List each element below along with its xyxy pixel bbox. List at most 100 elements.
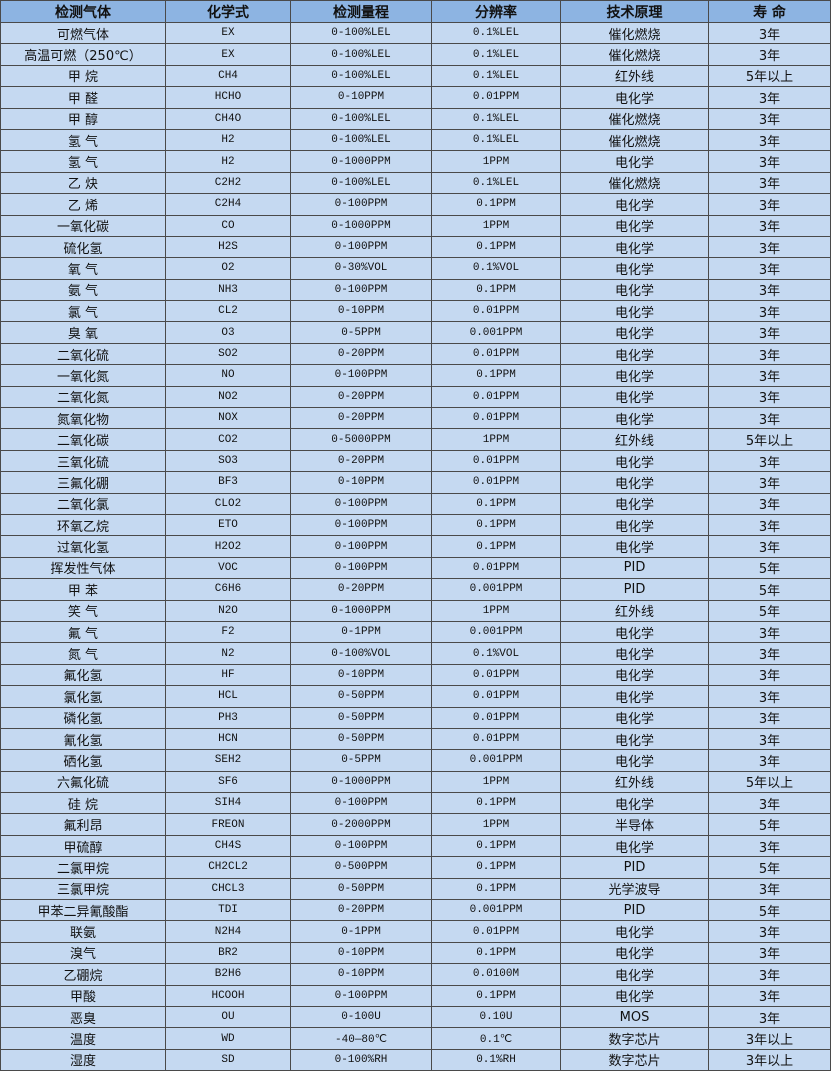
range-cell: 0-100U [290,1005,432,1029]
gas-cell: 硒化氢 [0,749,166,772]
gas-cell: 乙 炔 [0,171,166,195]
gas-cell: 可燃气体 [0,21,166,45]
range-cell: 0-100%LEL [290,64,432,88]
resolution-cell: 0.1PPM [431,235,561,259]
principle-cell: 电化学 [560,984,709,1007]
formula-cell: C2H4 [165,193,291,216]
table-row: 二氧化碳 CO2 0-5000PPM 1PPM 红外线 5年以上 [0,428,831,451]
formula-cell: NO2 [165,385,291,409]
formula-cell: N2 [165,642,291,665]
range-cell: 0-50PPM [290,877,432,901]
principle-cell: 电化学 [560,920,709,943]
principle-cell: 电化学 [560,471,709,494]
principle-cell: 电化学 [560,620,709,644]
principle-cell: 电化学 [560,278,709,302]
formula-cell: CH4O [165,107,291,130]
principle-cell: 电化学 [560,407,709,430]
table-row: 可燃气体 EX 0-100%LEL 0.1%LEL 催化燃烧 3年 [0,21,831,45]
principle-cell: 电化学 [560,706,709,729]
gas-cell: 氢 气 [0,128,166,152]
formula-cell: NH3 [165,278,291,302]
formula-cell: CH4S [165,834,291,858]
principle-cell: 电化学 [560,535,709,558]
lifespan-cell: 3年 [708,235,831,259]
table-row: 甲硫醇 CH4S 0-100PPM 0.1PPM 电化学 3年 [0,834,831,858]
table-row: 氰化氢 HCN 0-50PPM 0.01PPM 电化学 3年 [0,727,831,751]
range-cell: 0-1PPM [290,920,432,943]
header-gas: 检测气体 [0,0,166,23]
principle-cell: 电化学 [560,235,709,259]
range-cell: 0-100%LEL [290,171,432,195]
gas-cell: 氯 气 [0,300,166,323]
resolution-cell: 0.1PPM [431,278,561,302]
principle-cell: PID [560,856,709,879]
table-row: 甲 烷 CH4 0-100%LEL 0.1%LEL 红外线 5年以上 [0,64,831,88]
principle-cell: 红外线 [560,599,709,622]
resolution-cell: 0.0100M [431,963,561,986]
lifespan-cell: 3年 [708,620,831,644]
resolution-cell: 0.1PPM [431,492,561,515]
range-cell: 0-1000PPM [290,150,432,173]
table-row: 氟 气 F2 0-1PPM 0.001PPM 电化学 3年 [0,620,831,644]
gas-cell: 二氧化硫 [0,342,166,366]
gas-cell: 氯化氢 [0,685,166,708]
range-cell: 0-2000PPM [290,813,432,836]
resolution-cell: 0.01PPM [431,407,561,430]
table-row: 甲 醛 HCHO 0-10PPM 0.01PPM 电化学 3年 [0,86,831,109]
lifespan-cell: 3年 [708,963,831,986]
formula-cell: NOX [165,407,291,430]
gas-cell: 二氧化碳 [0,428,166,451]
gas-cell: 二氧化氮 [0,385,166,409]
lifespan-cell: 3年 [708,171,831,195]
resolution-cell: 0.01PPM [431,300,561,323]
lifespan-cell: 3年 [708,43,831,66]
gas-cell: 氟化氢 [0,663,166,687]
principle-cell: 红外线 [560,770,709,794]
range-cell: 0-100PPM [290,193,432,216]
range-cell: 0-100PPM [290,984,432,1007]
range-cell: 0-100PPM [290,492,432,515]
principle-cell: 电化学 [560,941,709,965]
lifespan-cell: 3年 [708,535,831,558]
range-cell: 0-10PPM [290,86,432,109]
resolution-cell: 0.01PPM [431,727,561,751]
table-row: 高温可燃（250℃） EX 0-100%LEL 0.1%LEL 催化燃烧 3年 [0,43,831,66]
header-principle: 技术原理 [560,0,709,23]
resolution-cell: 0.1%LEL [431,128,561,152]
principle-cell: 光学波导 [560,877,709,901]
formula-cell: HF [165,663,291,687]
resolution-cell: 0.1PPM [431,984,561,1007]
table-row: 氢 气 H2 0-100%LEL 0.1%LEL 催化燃烧 3年 [0,128,831,152]
table-row: 一氧化碳 CO 0-1000PPM 1PPM 电化学 3年 [0,214,831,237]
formula-cell: H2S [165,235,291,259]
table-row: 臭 氧 O3 0-5PPM 0.001PPM 电化学 3年 [0,321,831,344]
table-row: 氯 气 CL2 0-10PPM 0.01PPM 电化学 3年 [0,300,831,323]
formula-cell: HCL [165,685,291,708]
table-row: 二氧化硫 SO2 0-20PPM 0.01PPM 电化学 3年 [0,342,831,366]
lifespan-cell: 5年以上 [708,428,831,451]
formula-cell: CO2 [165,428,291,451]
gas-cell: 甲 醛 [0,86,166,109]
principle-cell: 电化学 [560,492,709,515]
resolution-cell: 0.01PPM [431,685,561,708]
range-cell: 0-100PPM [290,278,432,302]
table-row: 环氧乙烷 ETO 0-100PPM 0.1PPM 电化学 3年 [0,513,831,537]
lifespan-cell: 5年 [708,578,831,601]
formula-cell: PH3 [165,706,291,729]
gas-cell: 笑 气 [0,599,166,622]
range-cell: 0-100PPM [290,556,432,580]
gas-cell: 甲苯二异氰酸酯 [0,899,166,922]
resolution-cell: 0.01PPM [431,449,561,473]
lifespan-cell: 3年 [708,278,831,302]
lifespan-cell: 3年 [708,1005,831,1029]
formula-cell: NO [165,364,291,387]
range-cell: 0-10PPM [290,663,432,687]
gas-cell: 二氧化氯 [0,492,166,515]
resolution-cell: 0.1PPM [431,941,561,965]
lifespan-cell: 3年 [708,300,831,323]
resolution-cell: 0.1%LEL [431,43,561,66]
resolution-cell: 0.10U [431,1005,561,1029]
table-row: 硒化氢 SEH2 0-5PPM 0.001PPM 电化学 3年 [0,749,831,772]
principle-cell: 电化学 [560,963,709,986]
